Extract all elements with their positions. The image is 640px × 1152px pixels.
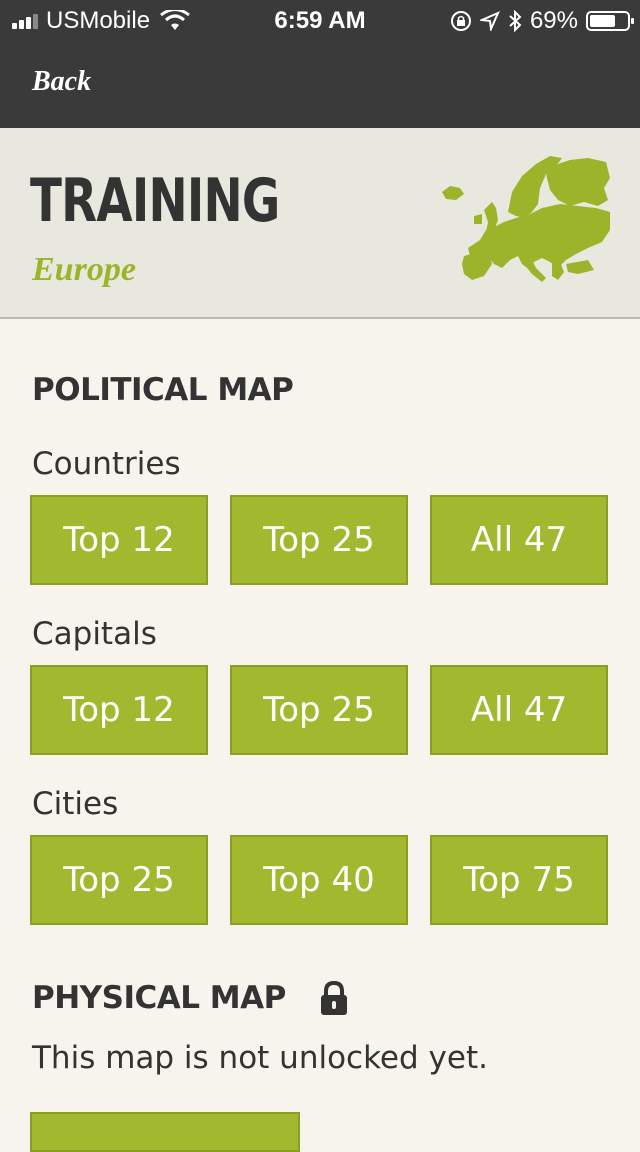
status-bar: USMobile 6:59 AM 69% [0,0,640,40]
back-button[interactable]: Back [32,66,92,97]
battery-icon [586,11,634,31]
location-arrow-icon [479,11,500,31]
cities-top-25-button[interactable]: Top 25 [30,835,208,925]
carrier-name: USMobile [46,7,151,34]
countries-top-12-button[interactable]: Top 12 [30,495,208,585]
countries-label: Countries [32,446,181,482]
wifi-icon [160,10,190,30]
page-title: TRAINING [30,166,280,236]
capitals-label: Capitals [32,616,157,652]
locked-message: This map is not unlocked yet. [32,1040,488,1076]
lock-icon [321,980,347,1015]
bluetooth-icon [509,10,522,32]
battery-percent: 69% [529,7,578,34]
region-subtitle: Europe [32,251,136,288]
status-right: 69% [450,7,634,35]
political-map-heading: POLITICAL MAP [32,372,294,408]
nav-bar: Back [0,40,640,128]
countries-top-25-button[interactable]: Top 25 [230,495,408,585]
battery-fill [590,15,615,27]
orientation-lock-icon [450,11,471,31]
status-left: USMobile [12,7,190,35]
countries-all-47-button[interactable]: All 47 [430,495,608,585]
status-time: 6:59 AM [274,7,366,34]
capitals-top-12-button[interactable]: Top 12 [30,665,208,755]
physical-map-heading: PHYSICAL MAP [32,980,286,1016]
signal-strength-icon [12,13,40,29]
capitals-all-47-button[interactable]: All 47 [430,665,608,755]
physical-map-button[interactable] [30,1112,300,1152]
capitals-top-25-button[interactable]: Top 25 [230,665,408,755]
cities-top-40-button[interactable]: Top 40 [230,835,408,925]
cities-top-75-button[interactable]: Top 75 [430,835,608,925]
europe-map-icon [442,156,610,282]
cities-label: Cities [32,786,119,822]
